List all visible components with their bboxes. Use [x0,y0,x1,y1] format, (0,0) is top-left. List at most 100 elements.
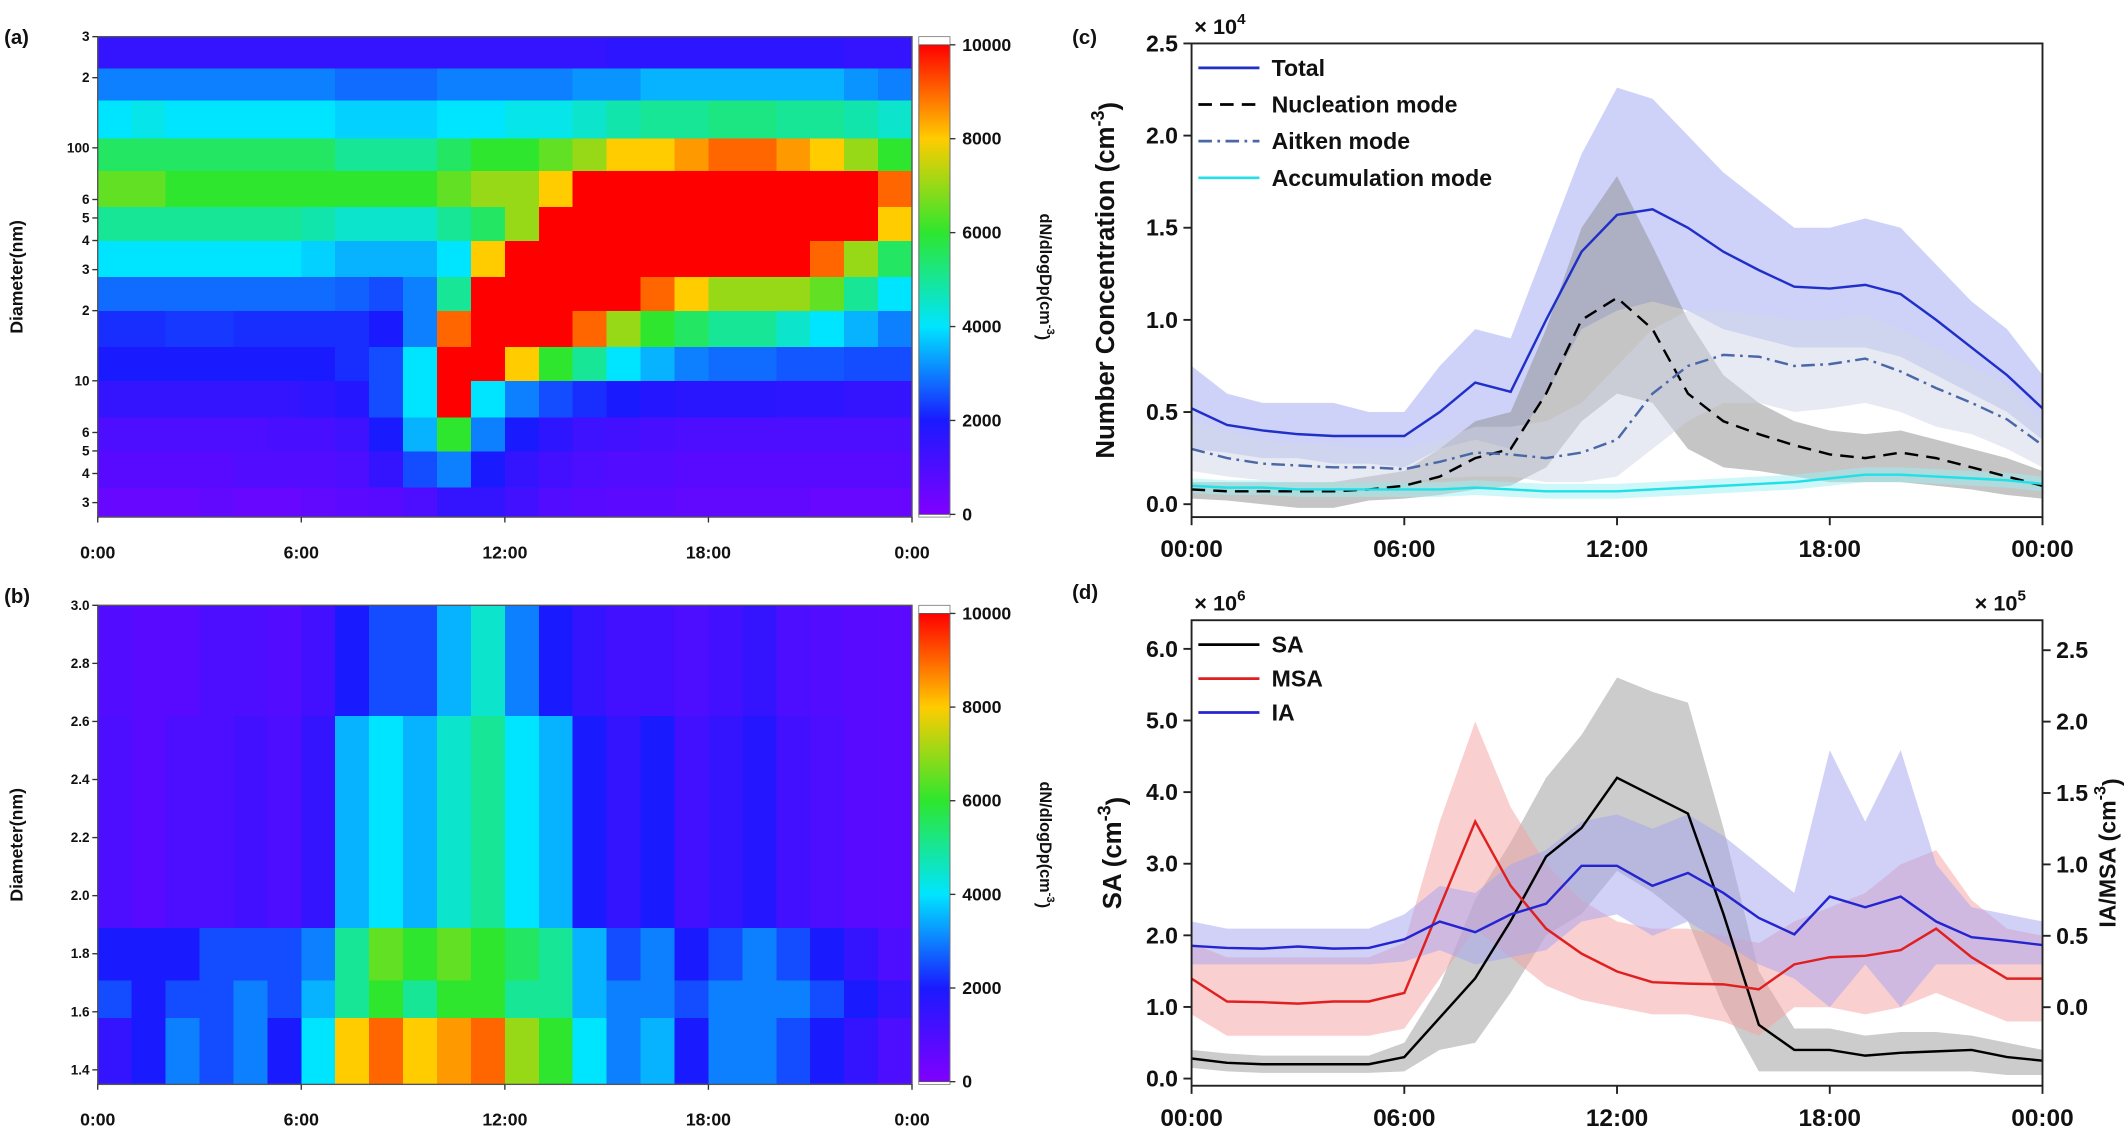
y-axis-label: Diameter(nm) [6,788,26,902]
heatmap-cell [403,68,438,101]
heatmap-cell [437,100,472,139]
heatmap-cell [708,206,743,241]
x-tick-label: 12:00 [1586,1105,1648,1132]
heatmap-cell [165,170,200,207]
heatmap-cell [640,310,675,348]
colorbar-label: dN/dlogDp(cm-3) [1034,214,1056,341]
panel-label: (c) [1072,27,1097,49]
heatmap-cell [165,138,200,171]
heatmap-cell [233,276,268,312]
heatmap-cell [199,346,234,382]
heatmap-cell [335,68,370,101]
heatmap-cell [131,310,166,348]
y-axis-label-part: ) [1096,102,1124,111]
heatmap-cell [199,36,234,69]
heatmap-cell [403,346,438,382]
heatmap-cell [504,138,540,171]
heatmap-cell [335,310,370,348]
y-axis-label: Number Concentration (cm-3) [1088,102,1124,459]
heatmap-cell [267,240,302,278]
heatmap-cell [674,138,709,171]
heatmap-cell [199,450,234,488]
heatmap-cell [369,487,404,518]
heatmap-cell [369,170,404,207]
heatmap-cell [776,100,811,139]
heatmap-cell [776,450,811,488]
heatmap-cell [606,979,641,1019]
colorbar-tick-label: 6000 [962,791,1001,811]
heatmap-cell [165,715,200,928]
heatmap-cell [878,36,913,69]
heatmap-cell [437,206,472,241]
heatmap-cell [878,276,913,312]
x-tick-label: 06:00 [1373,536,1435,563]
heatmap-cell [708,487,743,518]
colorbar-tick-label: 2000 [962,978,1001,998]
heatmap-cell [572,170,608,207]
heatmap-cell [131,927,166,981]
heatmap-cell [674,100,709,139]
colorbar-tick-label: 2000 [962,410,1001,430]
heatmap-cell [572,487,608,518]
heatmap-cell [301,36,336,69]
heatmap-cell [742,170,777,207]
heatmap-cell [301,715,336,928]
heatmap-cell [403,605,438,717]
heatmap-cell [742,1017,777,1085]
heatmap-cell [742,416,777,452]
heatmap-cell [301,100,336,139]
heatmap-cell [810,240,845,278]
heatmap-cell [504,36,540,69]
heatmap-cell [504,715,540,928]
heatmap-cell [742,276,777,312]
heatmap-cell [97,1017,133,1085]
heatmap-cell [369,605,404,717]
heatmap-cell [606,416,641,452]
heatmap-cell [504,927,540,981]
heatmap-cell [199,1017,234,1085]
y-tick-label: 6 [82,425,90,440]
heatmap-cell [165,206,200,241]
heatmap-cell [301,380,336,418]
heatmap-cell [878,416,913,452]
y-tick-label: 2.0 [71,888,90,903]
x-tick-label: 6:00 [284,542,319,562]
colorbar-label-part: -3 [1044,325,1056,335]
heatmap-cell [470,170,506,207]
heatmap-cell [97,276,133,312]
panel-label: (d) [1072,582,1098,604]
heatmap-cell [369,380,404,418]
heatmap-cell [742,68,777,101]
heatmap-cell [131,36,166,69]
heatmap-cell [301,450,336,488]
heatmap-cell [708,310,743,348]
heatmap-cell [708,138,743,171]
heatmap-cell [131,380,166,418]
heatmap-cell [538,36,574,69]
colorbar-tick-label: 8000 [962,697,1001,717]
heatmap-cell [742,36,777,69]
heatmap-cell [572,605,608,717]
heatmap-cell [640,206,675,241]
heatmap-cell [267,138,302,171]
heatmap-cell [199,276,234,312]
heatmap-cell [674,310,709,348]
heatmap-cell [810,715,845,928]
heatmap-cell [335,1017,370,1085]
heatmap-cell [470,605,506,717]
series-line [1191,353,2044,471]
heatmap-cell [233,240,268,278]
heatmap-cell [267,605,302,717]
heatmap-cell [844,206,879,241]
y-tick-label: 2.2 [71,830,90,845]
heatmap-cell [267,927,302,981]
y-axis-label-part: SA (cm [1099,821,1127,909]
heatmap-cell [301,68,336,101]
colorbar [918,613,951,1083]
heatmap-cell [844,450,879,488]
heatmap-cell [674,715,709,928]
heatmap-cell [301,605,336,717]
heatmap-cell [606,276,641,312]
series-line [1191,208,2044,438]
